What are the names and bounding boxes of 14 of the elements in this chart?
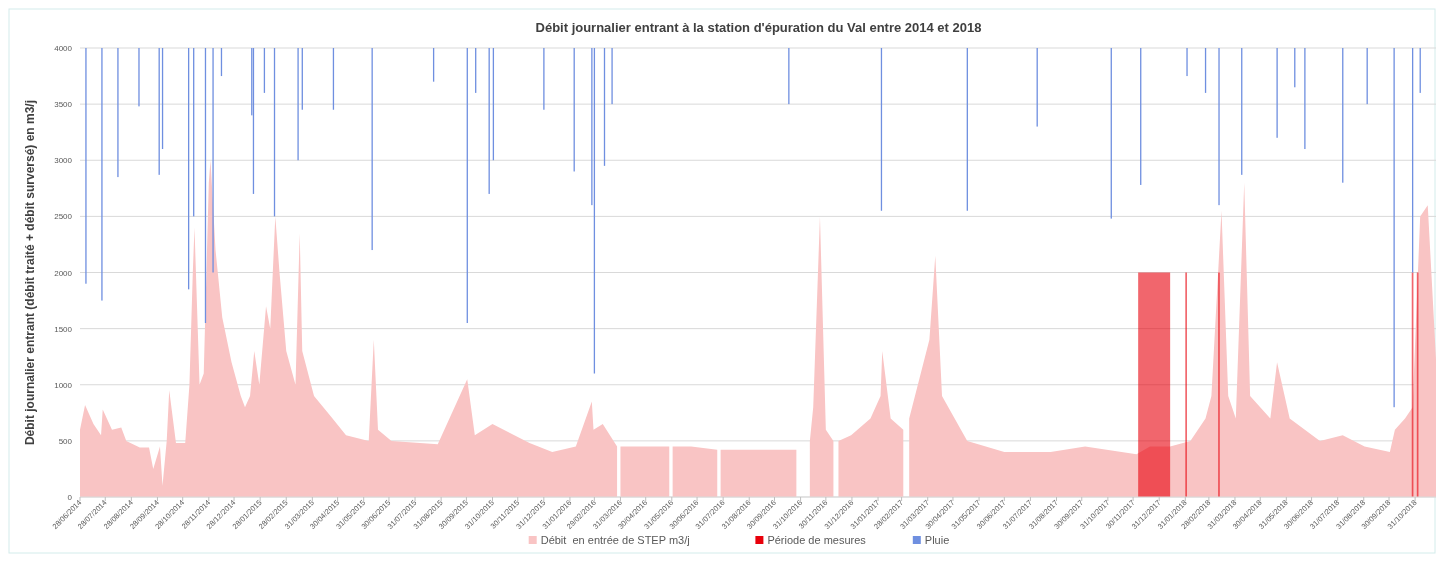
y-tick-label: 4000 xyxy=(54,44,73,53)
y-tick-label: 0 xyxy=(67,493,73,502)
y-axis-title: Débit journalier entrant (débit traité + débit surversé) en m3/j xyxy=(23,99,37,446)
y-tick-label: 1500 xyxy=(54,324,73,334)
chart-title: Débit journalier entrant à la station d'épuration du Val entre 2014 et 2018 xyxy=(535,20,982,35)
y-tick-label: 500 xyxy=(58,436,73,446)
legend-label: Débit en entrée de STEP m3/j xyxy=(540,534,690,546)
y-tick-label: 2000 xyxy=(54,268,73,278)
legend-label: Pluie xyxy=(924,534,950,546)
y-tick-label: 3500 xyxy=(54,100,73,110)
y-tick-label: 2500 xyxy=(54,212,73,222)
legend-label: Période de mesures xyxy=(767,534,867,546)
y-tick-label: 1000 xyxy=(54,380,73,390)
y-tick-label: 3000 xyxy=(54,156,73,166)
